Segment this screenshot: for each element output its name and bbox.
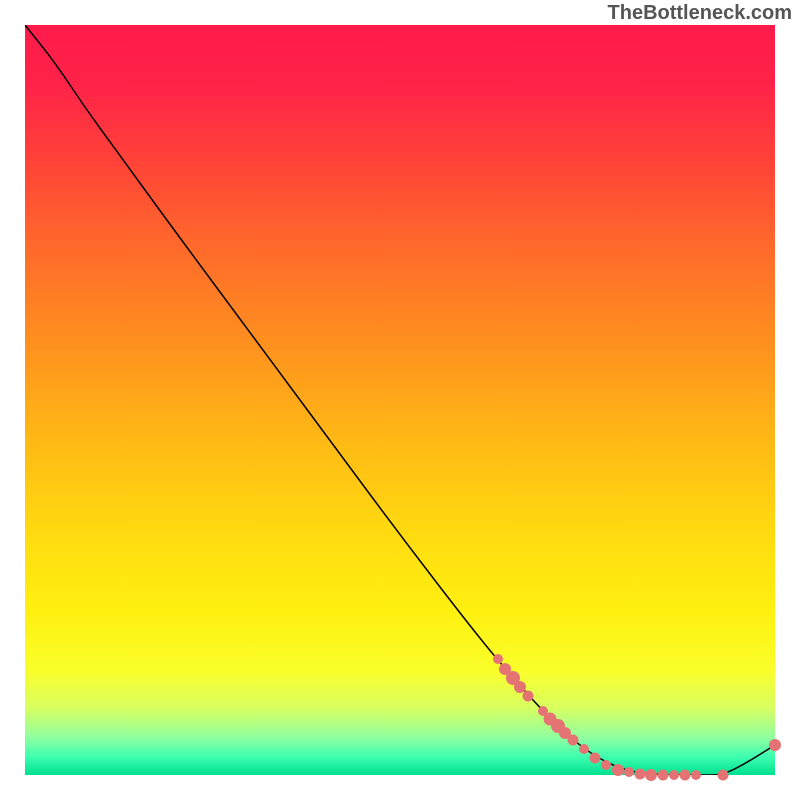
data-point-marker bbox=[612, 764, 624, 776]
data-point-marker bbox=[493, 654, 503, 664]
data-point-marker bbox=[680, 770, 691, 781]
data-point-marker bbox=[624, 767, 634, 777]
data-point-marker bbox=[769, 739, 781, 751]
data-point-marker bbox=[717, 770, 728, 781]
data-point-marker bbox=[590, 752, 601, 763]
data-point-marker bbox=[601, 760, 611, 770]
watermark-text: TheBottleneck.com bbox=[608, 2, 792, 25]
data-point-marker bbox=[635, 768, 646, 779]
data-point-marker bbox=[645, 769, 657, 781]
data-point-marker bbox=[669, 770, 679, 780]
data-point-marker bbox=[657, 770, 668, 781]
bottleneck-curve bbox=[25, 25, 775, 775]
data-point-marker bbox=[522, 690, 533, 701]
data-point-marker bbox=[691, 770, 701, 780]
data-point-marker bbox=[567, 734, 578, 745]
data-point-marker bbox=[579, 744, 589, 754]
bottleneck-chart bbox=[25, 25, 775, 775]
